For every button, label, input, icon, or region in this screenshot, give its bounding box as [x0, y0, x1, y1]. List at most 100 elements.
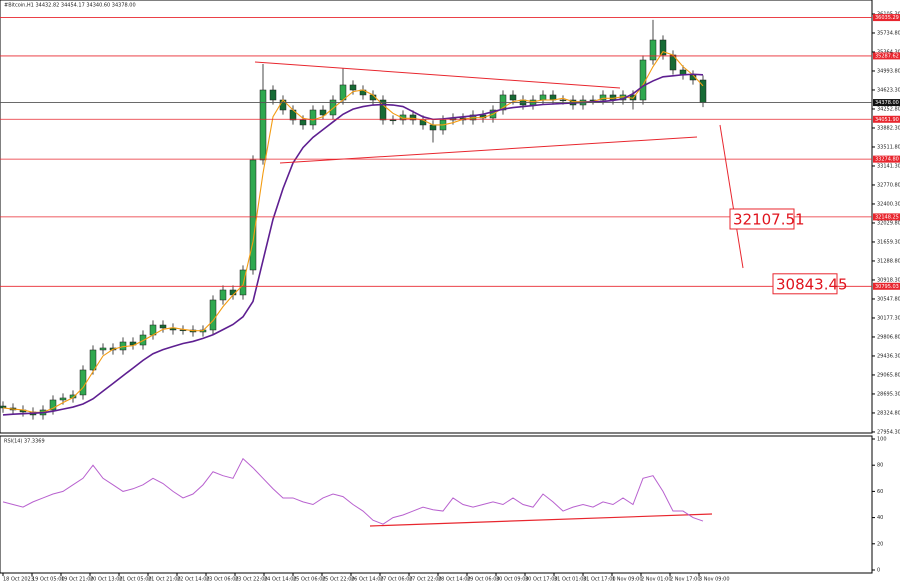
candle-body: [559, 99, 567, 102]
candle-body: [429, 124, 437, 131]
y-tick-label: 31659.30: [877, 239, 900, 245]
x-tick-label: 3 Nov 09:00: [699, 577, 730, 583]
x-tick-label: 31 Oct 01:00: [554, 577, 587, 583]
candle-body: [389, 119, 397, 122]
y-tick-label: 34252.80: [877, 106, 900, 112]
level-label: 30795.03: [875, 284, 899, 290]
candle-body: [379, 99, 387, 121]
y-tick-label: 27954.30: [877, 429, 900, 435]
y-tick-label: 32770.80: [877, 182, 900, 188]
level-label-box: [873, 155, 900, 163]
y-tick-label: 28324.80: [877, 410, 900, 416]
x-tick-label: 19 Oct 05:00: [32, 577, 65, 583]
level-label-box: [873, 14, 900, 22]
candle-body: [649, 39, 657, 61]
y-tick-label: 29436.30: [877, 353, 900, 359]
x-tick-label: 25 Oct 22:00: [322, 577, 355, 583]
candle-body: [599, 94, 607, 101]
rsi-pane: [0, 435, 873, 574]
candle-body: [89, 349, 97, 371]
chart-title: #Bitcoin,H1 34432.82 34454.17 34340.60 3…: [4, 3, 136, 9]
y-tick-label: 35734.80: [877, 30, 900, 36]
candle-body: [49, 399, 57, 411]
current-price-label: 34378.00: [875, 100, 899, 106]
y-tick-label: 32029.80: [877, 220, 900, 226]
level-label: 32148.25: [875, 214, 899, 220]
x-tick-label: 2 Nov 17:00: [670, 577, 701, 583]
x-tick-label: 1 Nov 09:00: [612, 577, 643, 583]
current-price-box: [873, 99, 900, 107]
x-tick-label: 2 Nov 01:00: [641, 577, 672, 583]
x-tick-label: 19 Oct 21:00: [61, 577, 94, 583]
y-tick-label: 30547.80: [877, 296, 900, 302]
x-tick-label: 21 Oct 21:00: [148, 577, 181, 583]
y-tick-label: 34993.80: [877, 68, 900, 74]
y-tick-label: 40: [877, 515, 883, 521]
candle-body: [139, 334, 147, 346]
y-tick-label: 20: [877, 541, 883, 547]
candle-body: [219, 289, 227, 301]
rsi-trendline: [369, 513, 713, 527]
y-tick-label: 33882.30: [877, 125, 900, 131]
x-tick-label: 20 Oct 13:00: [90, 577, 123, 583]
y-tick-label: 33141.30: [877, 163, 900, 169]
x-tick-label: 28 Oct 14:00: [438, 577, 471, 583]
y-tick-label: 28695.30: [877, 391, 900, 397]
candle-body: [59, 397, 67, 401]
level-label: 35287.62: [875, 53, 899, 59]
x-tick-label: 24 Oct 14:00: [264, 577, 297, 583]
y-tick-label: 100: [877, 437, 887, 443]
candle-body: [349, 84, 357, 91]
y-tick-label: 31288.80: [877, 258, 900, 264]
candle-body: [409, 114, 417, 121]
candle-body: [659, 39, 667, 56]
level-label: 36035.29: [875, 15, 899, 21]
y-tick-label: 34623.30: [877, 87, 900, 93]
candle-body: [299, 119, 307, 126]
y-tick-label: 30177.30: [877, 315, 900, 321]
y-tick-label: 0: [877, 568, 880, 574]
rsi-line: [2, 457, 704, 525]
candle-body: [319, 109, 327, 116]
candle-body: [249, 159, 257, 271]
level-label: 33274.80: [875, 157, 899, 163]
y-tick-label: 30918.30: [877, 277, 900, 283]
y-tick-label: 29806.80: [877, 334, 900, 340]
level-label-box: [873, 52, 900, 60]
candle-body: [539, 94, 547, 101]
candle-body: [269, 89, 277, 101]
candle-body: [129, 341, 137, 346]
rsi-title: RSI(14) 37.3369: [4, 439, 45, 445]
trendline: [254, 61, 621, 89]
candle-body: [309, 109, 317, 126]
y-tick-label: 80: [877, 463, 883, 469]
x-tick-label: 22 Oct 14:00: [177, 577, 210, 583]
x-tick-label: 25 Oct 06:00: [293, 577, 326, 583]
price-target-box: [729, 208, 795, 230]
forecast-arrow: [719, 124, 744, 269]
x-tick-label: 27 Oct 06:00: [380, 577, 413, 583]
x-tick-label: 23 Oct 06:00: [206, 577, 239, 583]
candle-body: [79, 369, 87, 396]
level-label-box: [873, 282, 900, 290]
x-tick-label: 27 Oct 22:00: [409, 577, 442, 583]
x-tick-label: 31 Oct 17:00: [583, 577, 616, 583]
y-tick-label: 33511.80: [877, 144, 900, 150]
candle-body: [209, 299, 217, 331]
x-tick-label: 30 Oct 09:00: [496, 577, 529, 583]
level-label-box: [873, 213, 900, 221]
candle-body: [509, 94, 517, 101]
x-tick-label: 30 Oct 17:00: [525, 577, 558, 583]
price-target-box: [772, 273, 838, 295]
level-label: 34051.90: [875, 117, 899, 123]
trendline: [279, 136, 698, 164]
candle-body: [159, 324, 167, 329]
candle-body: [239, 269, 247, 296]
y-tick-label: 29065.80: [877, 372, 900, 378]
price-target-label: 30843.45: [776, 275, 848, 293]
x-tick-label: 29 Oct 06:00: [467, 577, 500, 583]
y-tick-label: 60: [877, 489, 883, 495]
y-tick-label: 32400.30: [877, 201, 900, 207]
candle-body: [99, 347, 107, 351]
x-tick-label: 18 Oct 2023: [3, 577, 34, 583]
